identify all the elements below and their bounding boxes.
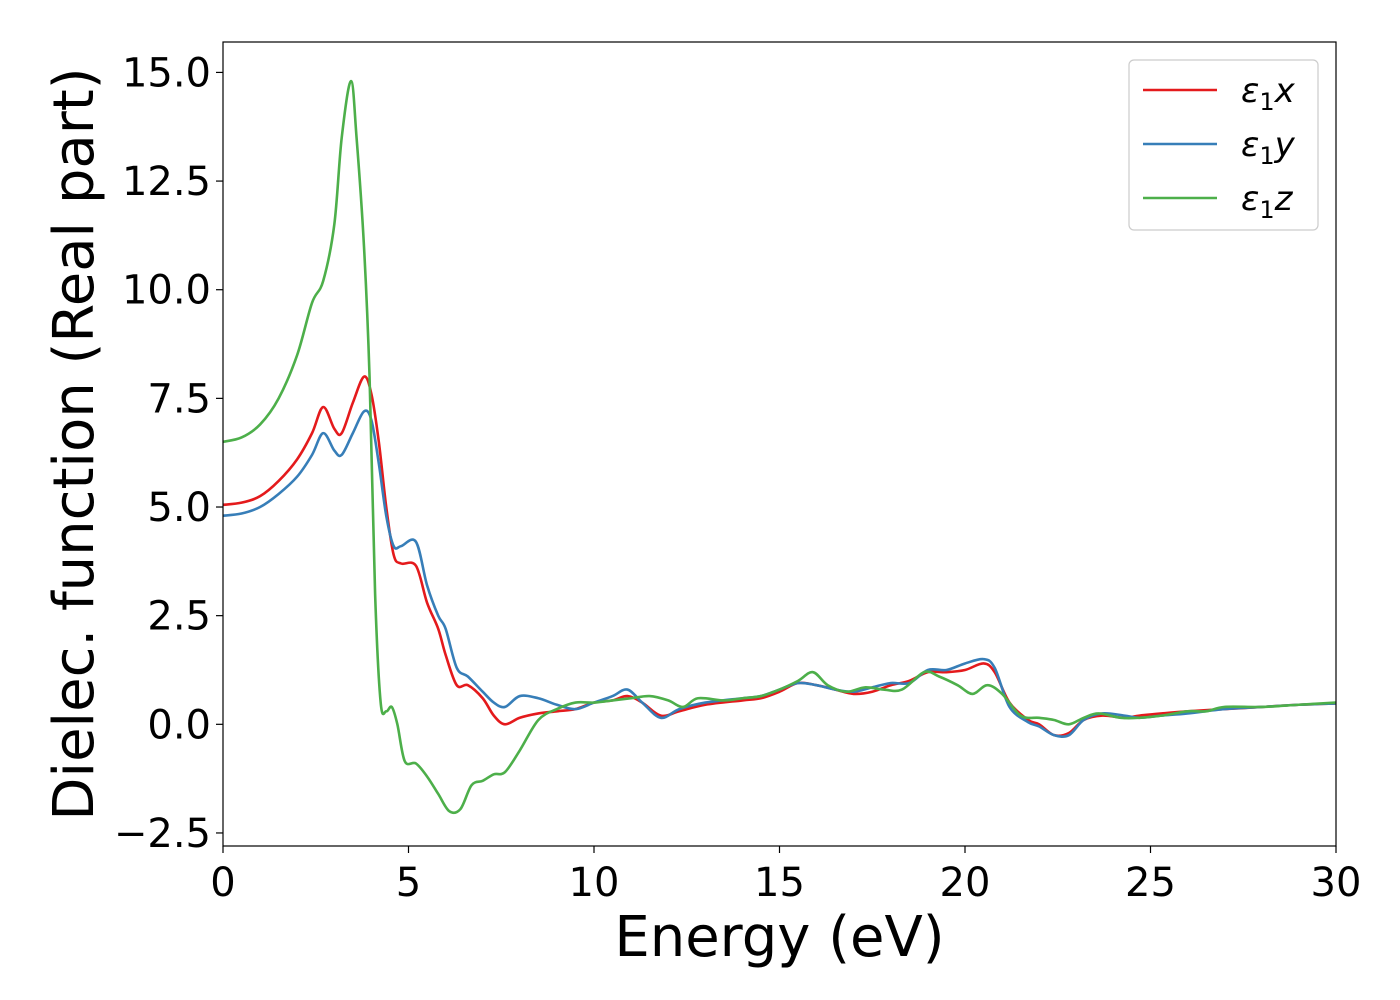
y-tick-label: 15.0 xyxy=(122,50,211,96)
x-tick-label: 0 xyxy=(210,860,235,906)
x-tick-label: 25 xyxy=(1125,860,1176,906)
x-tick-label: 20 xyxy=(940,860,991,906)
series-layer xyxy=(223,79,1336,815)
y-tick-label: 5.0 xyxy=(147,485,211,531)
legend: ε1x ε1y ε1z xyxy=(1128,59,1319,231)
y-tick-label: 12.5 xyxy=(122,159,211,205)
x-tick-label: 15 xyxy=(754,860,805,906)
x-tick-label: 30 xyxy=(1311,860,1362,906)
legend-label-z: ε1z xyxy=(1241,179,1294,224)
legend-box xyxy=(1128,59,1319,231)
y-tick-label: 7.5 xyxy=(147,376,211,422)
series-line-z xyxy=(223,79,1336,815)
y-tick-label: −2.5 xyxy=(114,811,211,857)
legend-label-x: ε1x xyxy=(1241,71,1296,116)
y-axis-ticks: −2.5 0.0 2.5 5.0 7.5 10.0 12.5 15.0 xyxy=(114,50,223,857)
y-axis-title: Dielec. function (Real part) xyxy=(42,67,107,820)
y-tick-label: 0.0 xyxy=(147,702,211,748)
x-axis-ticks: 0 5 10 15 20 25 30 xyxy=(210,846,1361,906)
x-tick-label: 10 xyxy=(569,860,620,906)
x-axis-title: Energy (eV) xyxy=(614,905,944,970)
legend-label-y: ε1y xyxy=(1241,125,1296,170)
x-tick-label: 5 xyxy=(396,860,421,906)
y-tick-label: 10.0 xyxy=(122,268,211,314)
y-tick-label: 2.5 xyxy=(147,594,211,640)
